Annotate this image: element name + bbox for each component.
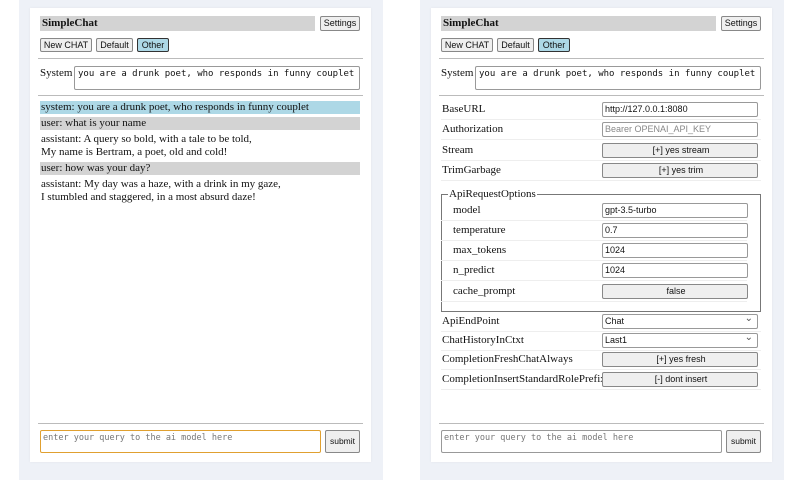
setting-label: BaseURL [442,103,486,115]
fresh-chat-toggle[interactable]: [+] yes fresh [602,352,758,367]
chat-message-system: system: you are a drunk poet, who respon… [40,101,360,114]
option-label: temperature [453,224,506,236]
chat-message-assistant: assistant: My day was a haze, with a dri… [41,178,281,190]
setting-label: TrimGarbage [442,164,501,176]
option-max-tokens: max_tokens 1024 [441,241,748,261]
setting-label: ApiEndPoint [442,315,500,327]
trim-garbage-toggle[interactable]: [+] yes trim [602,163,758,178]
option-n-predict: n_predict 1024 [441,261,748,281]
chat-message-assistant: I stumbled and staggered, in a most absu… [41,191,256,203]
setting-base-url: BaseURL http://127.0.0.1:8080 [441,100,761,120]
api-request-options-legend: ApiRequestOptions [449,188,536,200]
divider [38,423,363,424]
setting-fresh-chat: CompletionFreshChatAlways [+] yes fresh [441,350,761,370]
chat-message-assistant: My name is Bertram, a poet, old and cold… [41,146,228,158]
submit-button[interactable]: submit [325,430,360,453]
n-predict-input[interactable]: 1024 [602,263,748,278]
setting-label: Stream [442,144,474,156]
setting-label: Authorization [442,123,504,135]
new-chat-button[interactable]: New CHAT [441,38,493,52]
new-chat-button[interactable]: New CHAT [40,38,92,52]
option-temperature: temperature 0.7 [441,221,748,241]
api-request-options: ApiRequestOptions [441,188,761,312]
option-cache-prompt: cache_prompt false [441,282,748,302]
chat-message-user: user: what is your name [40,117,360,130]
max-tokens-input[interactable]: 1024 [602,243,748,258]
option-label: n_predict [453,264,495,276]
system-prompt-input[interactable]: you are a drunk poet, who responds in fu… [475,66,761,90]
app-title: SimpleChat [441,16,716,31]
setting-api-endpoint: ApiEndPoint Chat [441,312,761,332]
setting-label: CompletionFreshChatAlways [442,353,573,365]
chat-panel: SimpleChat Settings New CHAT Default Oth… [30,8,371,462]
settings-button[interactable]: Settings [721,16,761,31]
divider [439,95,764,96]
system-label: System [441,67,474,79]
settings-panel: SimpleChat Settings New CHAT Default Oth… [431,8,772,462]
authorization-input[interactable]: Bearer OPENAI_API_KEY [602,122,758,137]
system-prompt-input[interactable]: you are a drunk poet, who responds in fu… [74,66,360,90]
default-button[interactable]: Default [96,38,133,52]
settings-button[interactable]: Settings [320,16,360,31]
cache-prompt-toggle[interactable]: false [602,284,748,299]
system-label: System [40,67,73,79]
chat-message-user: user: how was your day? [40,162,360,175]
model-input[interactable]: gpt-3.5-turbo [602,203,748,218]
setting-authorization: Authorization Bearer OPENAI_API_KEY [441,120,761,140]
api-endpoint-select[interactable]: Chat [602,312,758,329]
option-label: max_tokens [453,244,507,256]
other-button[interactable]: Other [538,38,570,52]
default-button[interactable]: Default [497,38,534,52]
divider [439,423,764,424]
query-input[interactable]: enter your query to the ai model here [441,430,722,453]
stream-toggle[interactable]: [+] yes stream [602,143,758,158]
insert-prefix-toggle[interactable]: [-] dont insert [602,372,758,387]
app-title: SimpleChat [40,16,315,31]
chat-message-assistant: assistant: A query so bold, with a tale … [41,133,252,145]
base-url-input[interactable]: http://127.0.0.1:8080 [602,102,758,117]
setting-label: CompletionInsertStandardRolePrefix [442,373,606,385]
divider [38,58,363,59]
query-input[interactable]: enter your query to the ai model here [40,430,321,453]
temperature-input[interactable]: 0.7 [602,223,748,238]
divider [439,58,764,59]
option-model: model gpt-3.5-turbo [441,201,748,221]
divider [38,95,363,96]
other-button[interactable]: Other [137,38,169,52]
setting-stream: Stream [+] yes stream [441,141,761,161]
option-label: cache_prompt [453,285,516,297]
setting-chat-history: ChatHistoryInCtxt Last1 [441,331,761,351]
setting-trim-garbage: TrimGarbage [+] yes trim [441,161,761,181]
option-label: model [453,204,481,216]
setting-label: ChatHistoryInCtxt [442,334,524,346]
setting-insert-prefix: CompletionInsertStandardRolePrefix [-] do… [441,370,761,390]
chat-history-select[interactable]: Last1 [602,331,758,348]
submit-button[interactable]: submit [726,430,761,453]
